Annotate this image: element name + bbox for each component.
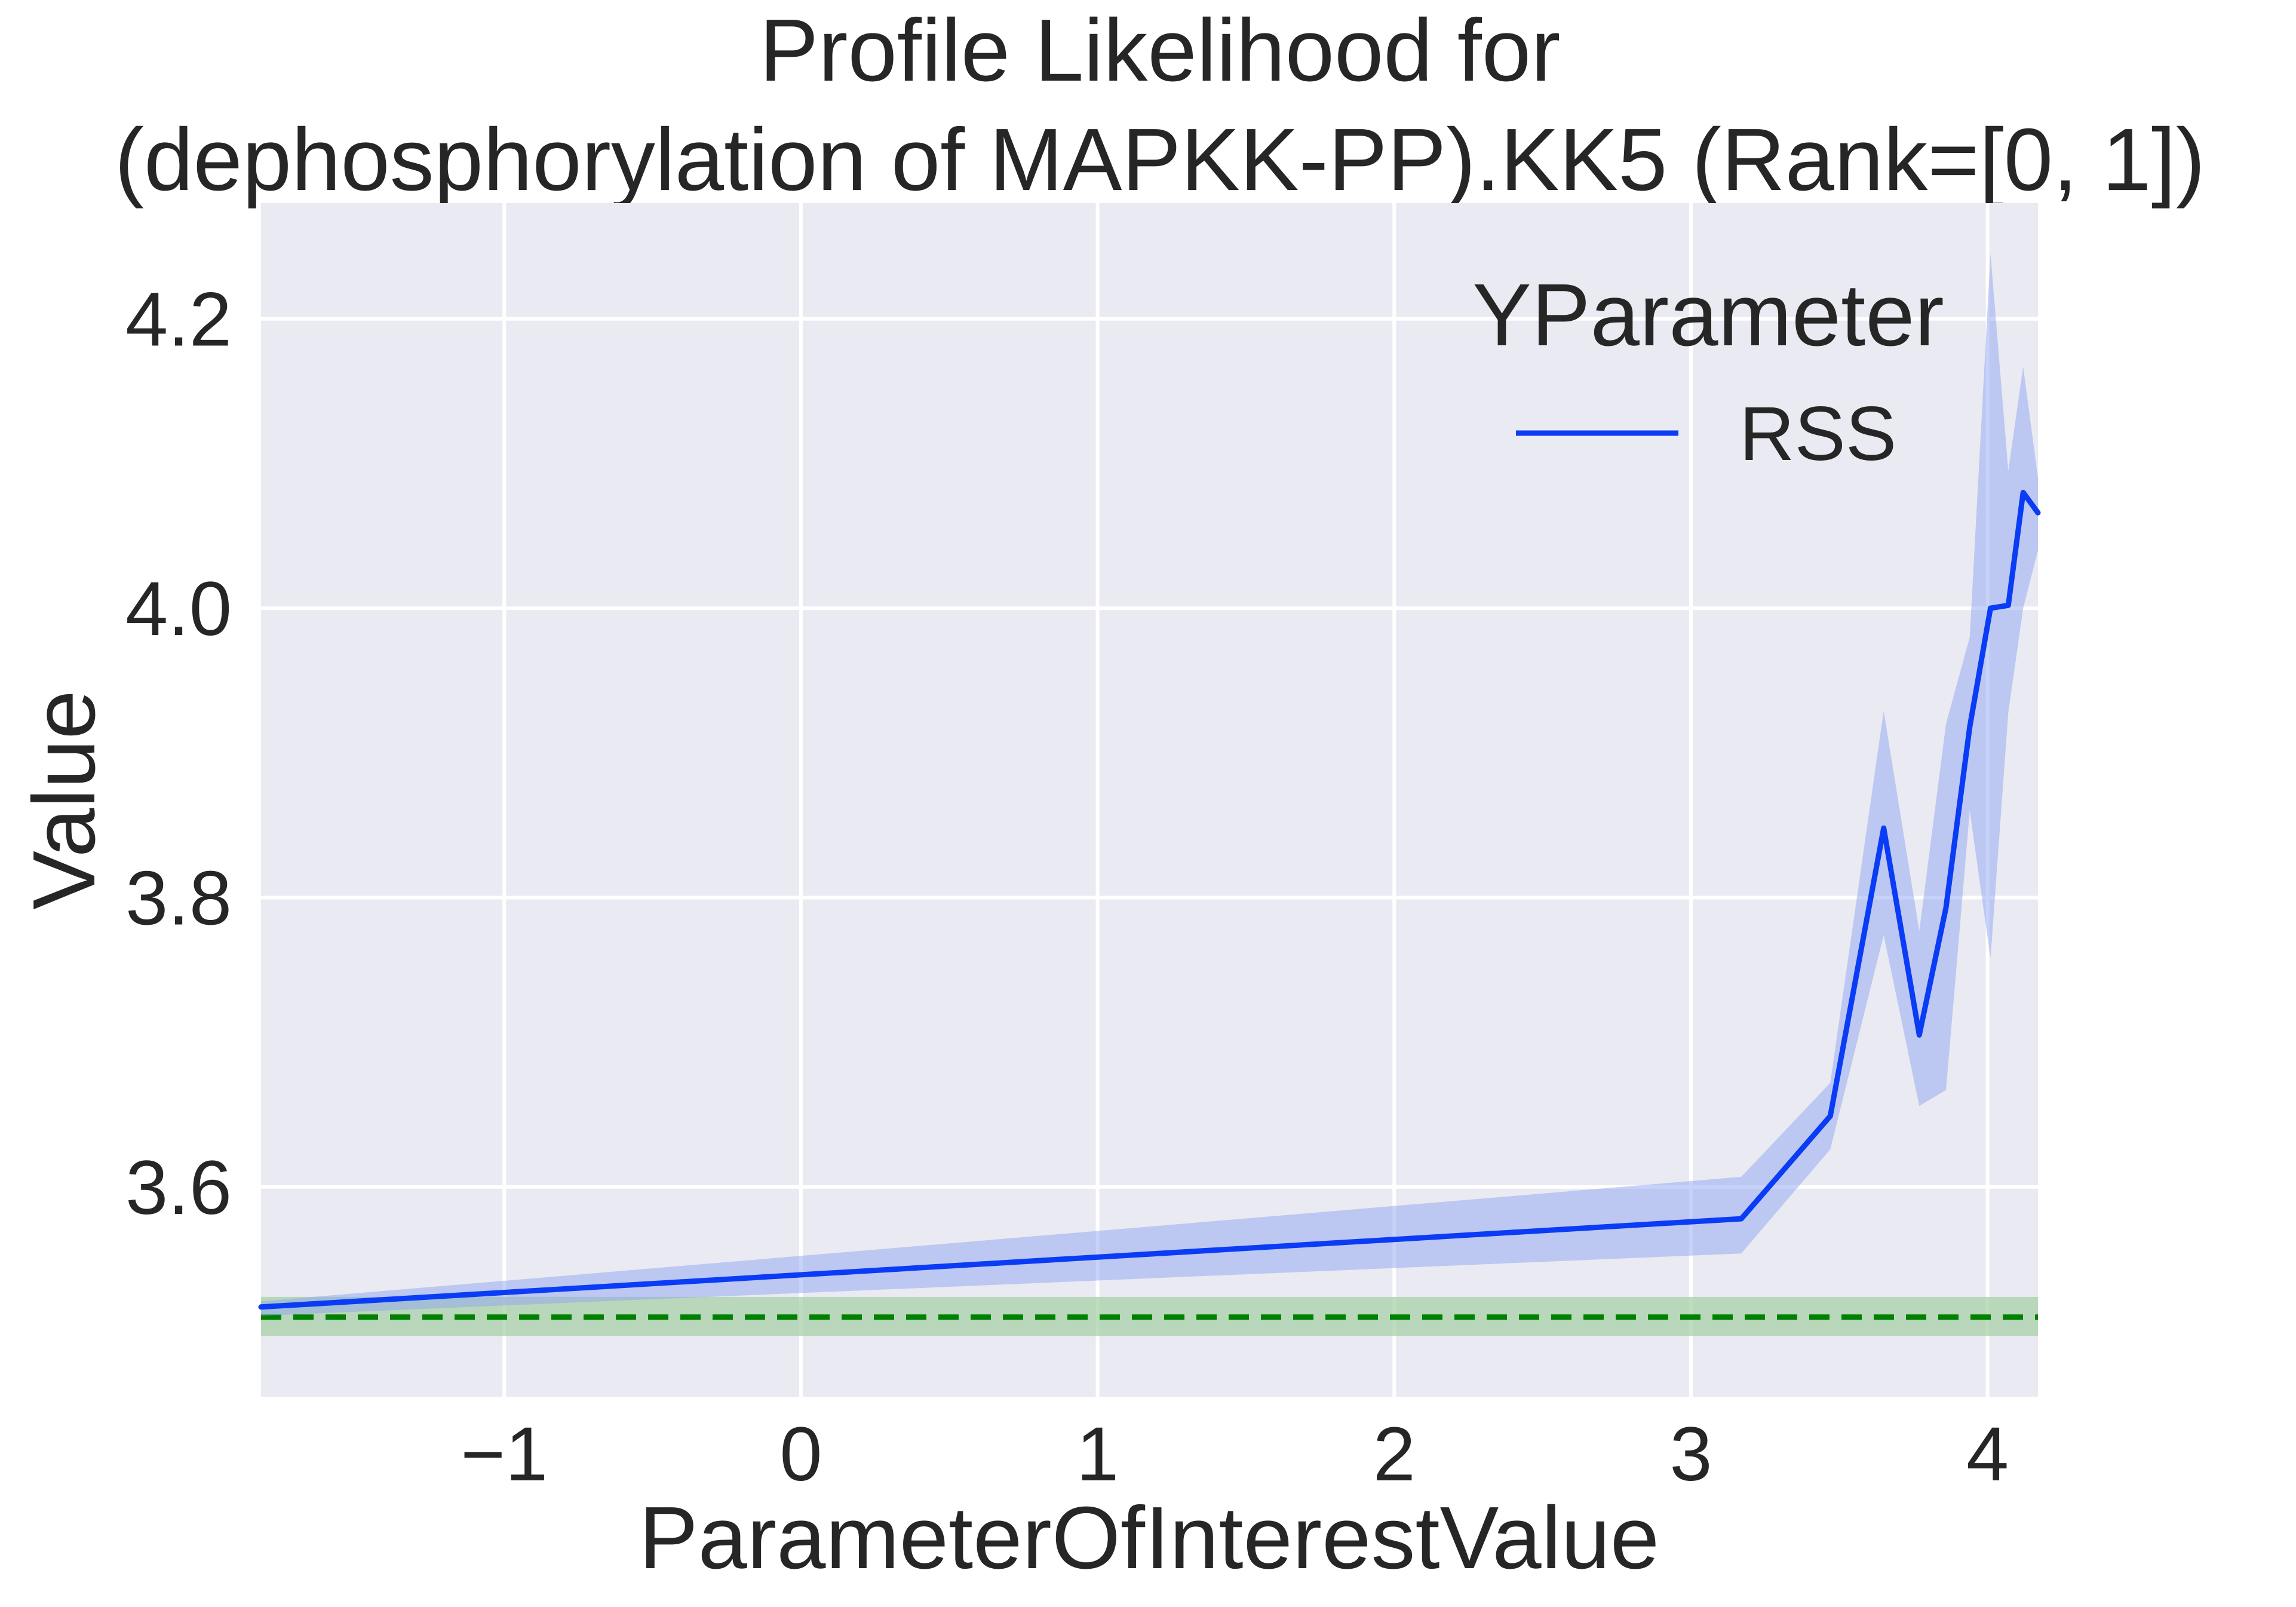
legend-title: YParameter <box>1472 266 1944 364</box>
x-tick-label-0: −1 <box>461 1412 548 1497</box>
series-layer <box>258 253 2041 1316</box>
x-axis-label: ParameterOfInterestValue <box>639 1489 1659 1587</box>
legend-label-rss: RSS <box>1739 391 1896 477</box>
x-tick-label-1: 0 <box>779 1412 822 1497</box>
y-tick-labels: 3.6 3.8 4.0 4.2 <box>125 277 232 1231</box>
legend: YParameter RSS <box>1472 266 1944 477</box>
chart-title-line-1: Profile Likelihood for <box>760 1 1561 100</box>
y-tick-label-0: 3.6 <box>125 1145 232 1231</box>
x-tick-label-3: 2 <box>1373 1412 1416 1497</box>
x-tick-label-2: 1 <box>1076 1412 1119 1497</box>
y-tick-label-3: 4.2 <box>125 277 232 363</box>
y-tick-label-1: 3.8 <box>125 855 232 941</box>
series-0-line <box>258 489 2041 1310</box>
x-tick-label-5: 4 <box>1966 1412 2009 1497</box>
reference-band-layer <box>261 1296 2038 1336</box>
x-tick-label-4: 3 <box>1669 1412 1712 1497</box>
chart-title-line-2: (dephosphorylation of MAPKK-PP).KK5 (Ran… <box>115 111 2205 209</box>
x-tick-labels: −1 0 1 2 3 4 <box>461 1412 2009 1497</box>
y-tick-label-2: 4.0 <box>125 566 232 652</box>
y-axis-label: Value <box>15 690 113 910</box>
